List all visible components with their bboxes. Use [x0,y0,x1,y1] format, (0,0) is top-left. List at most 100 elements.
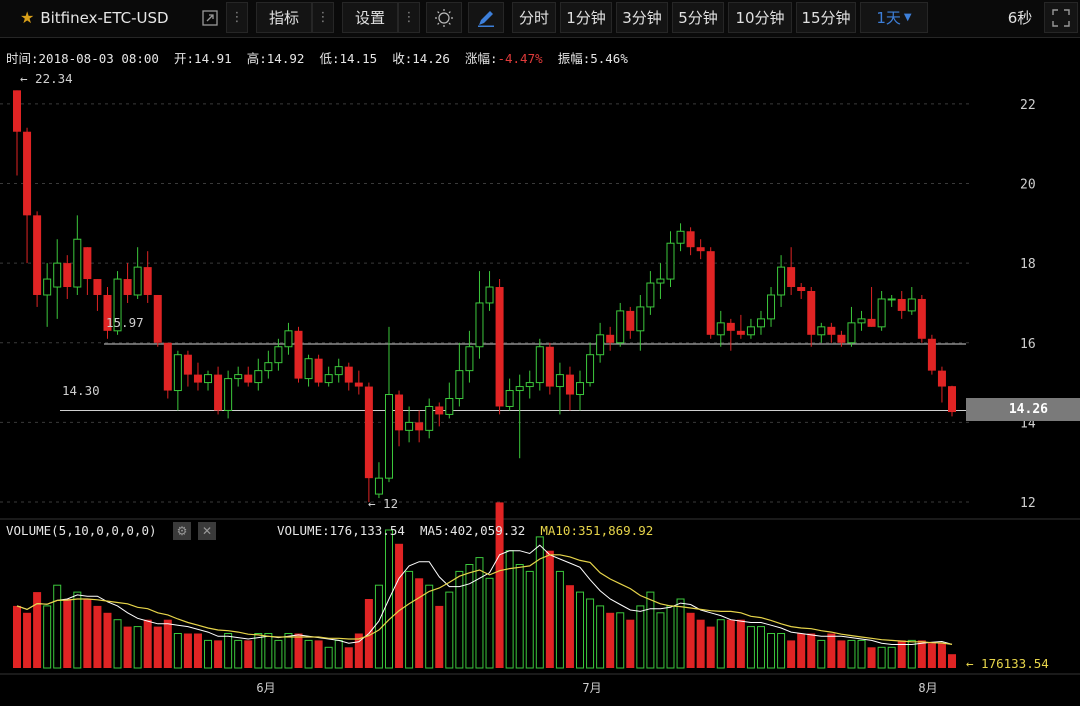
volume-bar [706,626,715,668]
volume-bar [917,640,926,668]
volume-bar [656,612,665,669]
candle-body [354,382,363,387]
time-axis-label: 6月 [256,681,275,695]
price-tick-label: 12 [1020,496,1036,511]
candle-body [927,338,936,371]
tab-timeframe-1[interactable]: 1分钟 [560,2,612,33]
volume-bar [465,564,474,669]
star-icon[interactable]: ★ [20,8,35,27]
pen-icon[interactable] [468,2,504,33]
indicators-button[interactable]: 指标 [256,2,312,33]
volume-bar [606,612,615,668]
candle-body [646,282,655,308]
volume-bar [797,633,806,668]
candle-body [455,370,464,400]
volume-bar [716,619,725,669]
volume-bar [475,557,484,669]
candle-body [73,238,82,288]
candle-body [596,334,605,356]
high-label: 高: [246,51,267,66]
volume-bar [877,646,886,669]
more-icon[interactable]: ⋮ [226,2,248,33]
volume-bar [927,643,936,668]
candle-body [103,294,112,331]
amplitude-label: 振幅: [557,51,591,66]
volume-bar [495,502,504,668]
candle-body [505,390,514,407]
tab-timeframe-5[interactable]: 15分钟 [796,2,856,33]
open-label: 开: [174,51,195,66]
time-axis-label: 8月 [918,681,937,695]
candle-body [63,263,72,288]
tab-timeframe-3[interactable]: 5分钟 [672,2,724,33]
volume-bar [837,640,846,668]
theme-sun-icon[interactable] [426,2,462,33]
indicators-more-icon[interactable]: ⋮ [312,2,334,33]
settings-label: 设置 [354,9,385,27]
time-axis-label: 7月 [582,681,601,695]
volume-ma5: MA5:402,059.32 [419,523,526,538]
volume-bar [626,619,635,668]
volume-bar [616,612,625,669]
volume-bar [153,626,162,668]
volume-bar [696,619,705,668]
candle-body [274,346,283,364]
candle-body [193,374,202,383]
candle-body [666,242,675,280]
tab-timeframe-2[interactable]: 3分钟 [616,2,668,33]
volume-bar [23,612,32,668]
candle-body [93,279,102,295]
volume-bar [224,633,233,669]
candle-body [344,366,353,383]
volume-bar [756,626,765,669]
candle-body [214,374,223,411]
settings-more-icon[interactable]: ⋮ [398,2,420,33]
candle-body [917,298,926,339]
pair-selector[interactable]: ★ Bitfinex-ETC-USD [12,2,192,33]
volume-bar [103,612,112,668]
volume-bar [405,570,414,669]
candle-body [294,330,303,379]
volume-bar [646,591,655,669]
low-label: 低: [319,51,340,66]
candle-body [767,294,776,320]
settings-button[interactable]: 设置 [342,2,398,33]
close-icon[interactable]: ✕ [198,522,216,540]
volume-bar [13,605,21,668]
candle-body [153,294,162,343]
price-tick-label: 22 [1020,98,1036,113]
tab-timeframe-4[interactable]: 10分钟 [728,2,792,33]
candle-body [133,266,142,296]
refresh-interval[interactable]: 6秒 [998,2,1042,33]
volume-bar [274,639,283,669]
candle-body [53,262,62,288]
tab-timeframe-0[interactable]: 分时 [512,2,556,33]
level-line-label-1: 15.97 [106,315,144,330]
gear-icon[interactable]: ⚙ [173,522,191,540]
volume-bar [676,598,685,669]
candle-body [314,358,323,383]
candle-body [234,374,243,380]
candle-body [23,131,32,216]
candle-body [13,90,21,132]
max-price-marker: ← 22.34 [20,71,73,86]
level-line-label-2: 14.30 [62,383,100,398]
fullscreen-icon[interactable] [1044,2,1078,33]
external-link-icon[interactable] [196,2,224,33]
time-label: 时间: [6,51,39,66]
volume-bar [746,626,755,669]
volume-bar [33,592,42,668]
candle-body [807,291,816,335]
amplitude-value: 5.46% [590,51,628,66]
volume-bar [284,633,293,669]
volume-bar [93,605,102,668]
price-tick-label: 16 [1020,337,1036,352]
volume-bar [374,584,383,669]
tab-1d[interactable]: 1天 ▼ [860,2,928,33]
volume-bar [555,570,564,669]
candle-body [887,298,896,301]
volume-bar [193,633,202,668]
candle-body [143,267,152,295]
volume-bar [535,536,544,669]
